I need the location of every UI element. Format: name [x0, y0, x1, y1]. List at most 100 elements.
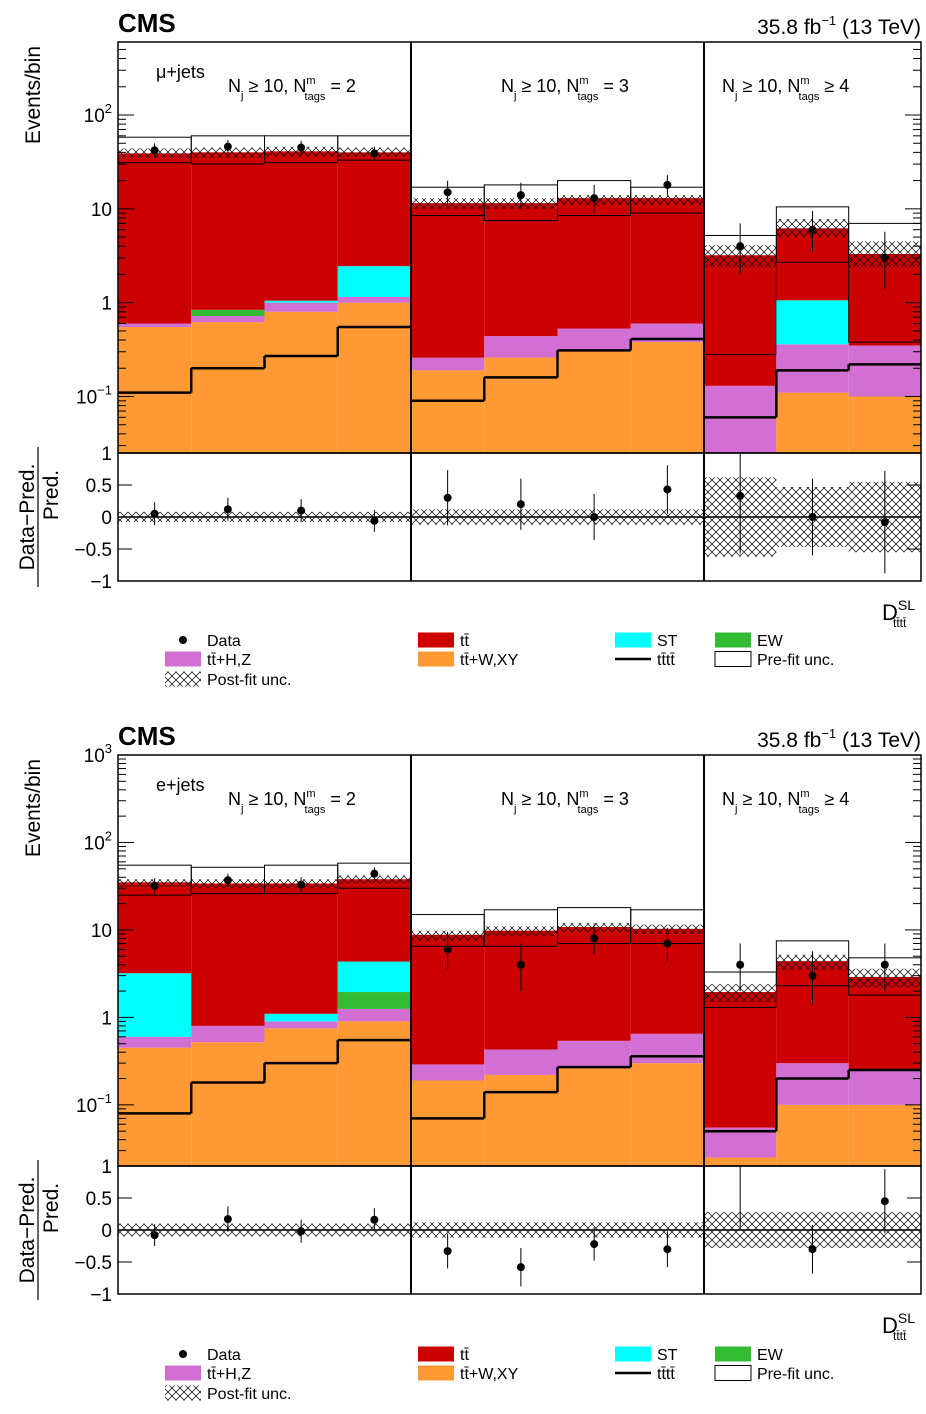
- bar-tt: [557, 198, 631, 329]
- postfit-unc-band: [630, 195, 704, 205]
- bar-ttWXY: [776, 392, 849, 453]
- ratio-tick-label: 0.5: [86, 1189, 112, 1210]
- bar-ttWXY: [118, 1047, 192, 1166]
- bar-ttHZ: [118, 323, 192, 328]
- data-point: [808, 971, 817, 980]
- x-axis-title: DSL tt̄tt̄: [882, 597, 915, 630]
- region-label-sub: j: [734, 803, 737, 815]
- ratio-point: [808, 1245, 817, 1254]
- prefit-unc-box: [848, 222, 921, 343]
- experiment-label: CMS: [118, 721, 176, 751]
- region-label-end: = 2: [325, 789, 356, 809]
- bar-ST: [776, 300, 849, 345]
- ratio-point: [663, 1245, 672, 1254]
- legend-label: tt̄+W,XY: [460, 1366, 519, 1383]
- bar-ttWXY: [776, 1104, 849, 1166]
- bar-ttWXY: [557, 1067, 631, 1166]
- bar-ttWXY: [630, 1063, 704, 1166]
- bar-tt: [848, 976, 921, 1071]
- legend-item-prefit: Pre-fit unc.: [714, 651, 834, 669]
- legend-item-ST: ST: [615, 632, 678, 650]
- bar-ttHZ: [264, 1021, 338, 1029]
- region-label-end: ≥ 4: [819, 789, 849, 809]
- region-label-end: = 3: [598, 789, 629, 809]
- legend-item-postfit: Post-fit unc.: [165, 1385, 291, 1403]
- region-label-sub2: tags: [799, 804, 820, 816]
- bar-ttHZ: [337, 296, 411, 303]
- ratio-axis-title-top: Data−Pred.: [16, 464, 39, 571]
- legend-item-ttHZ: tt̄+H,Z: [165, 1365, 251, 1383]
- x-axis-title-main: D: [882, 1313, 898, 1338]
- region-label-mid: ≥ 10, N: [243, 789, 306, 809]
- legend-item-data: Data: [179, 633, 241, 650]
- chart-panel-e+jets: CMS 35.8 fb−1 (13 TeV)Nj ≥ 10, Nm tags = 2…: [16, 721, 922, 1403]
- ratio-point: [370, 1215, 379, 1224]
- bar-EW: [337, 992, 411, 1009]
- region-label-sup: m: [579, 788, 588, 800]
- y-tick-label: 10−1: [76, 1091, 112, 1117]
- bar-tt: [191, 883, 265, 1026]
- y-tick-exp: 2: [105, 101, 112, 116]
- region-label-n: N: [228, 76, 241, 96]
- bar-ttWXY: [118, 327, 192, 453]
- legend-label: Pre-fit unc.: [757, 1366, 834, 1383]
- region-label: Nj ≥ 10, Nm tags = 3: [501, 788, 629, 816]
- y-tick-label: 10: [91, 200, 112, 221]
- legend-label: EW: [757, 633, 784, 650]
- ratio-axis-title-bottom: Pred.: [40, 470, 63, 520]
- legend-item-ST: ST: [615, 1346, 678, 1364]
- data-point: [516, 191, 525, 200]
- y-tick-exp: −1: [97, 383, 112, 398]
- legend-hatch-swatch: [165, 671, 201, 687]
- legend-box-swatch: [714, 1365, 752, 1381]
- bar-ST: [337, 266, 411, 297]
- data-point: [443, 188, 452, 197]
- ratio-point: [223, 505, 232, 514]
- lumi-label: 35.8 fb−1 (13 TeV): [757, 726, 921, 752]
- data-point: [516, 960, 525, 969]
- ratio-tick-label: −0.5: [74, 1253, 112, 1274]
- ratio-point: [516, 500, 525, 509]
- legend-label: Data: [207, 633, 241, 650]
- ratio-point: [516, 1263, 525, 1272]
- region-label-sub2: tags: [578, 804, 599, 816]
- ratio-tick-label: 0: [101, 1221, 112, 1242]
- x-axis-title-main: D: [882, 600, 898, 625]
- region-label-sup: m: [306, 788, 315, 800]
- lumi-energy: (13 TeV): [836, 729, 921, 752]
- x-axis-title-sub: tt̄tt̄: [893, 1329, 907, 1343]
- bar-ttWXY: [191, 1042, 265, 1166]
- ratio-tick-label: −1: [90, 1285, 112, 1306]
- region-label-mid: ≥ 10, N: [737, 76, 800, 96]
- y-tick-base: 10: [91, 921, 112, 942]
- data-point: [590, 934, 599, 943]
- bar-ttHZ: [776, 1063, 849, 1105]
- legend-label: Data: [207, 1347, 241, 1364]
- legend-color-swatch: [418, 1365, 454, 1381]
- legend-label: tt̄: [460, 633, 469, 650]
- region-label-mid: ≥ 10, N: [243, 76, 306, 96]
- ratio-axis-title-top: Data−Pred.: [16, 1177, 39, 1284]
- ratio-point: [370, 516, 379, 525]
- experiment-label: CMS: [118, 8, 176, 38]
- legend-box-swatch: [714, 651, 752, 667]
- legend-item-EW: EW: [715, 1346, 784, 1364]
- bar-tt: [704, 255, 777, 386]
- legend-label: tt̄+H,Z: [207, 1366, 251, 1383]
- bar-ttHZ: [848, 1070, 921, 1105]
- region-label-sub2: tags: [305, 91, 326, 103]
- legend-item-tttt: tt̄tt̄: [615, 652, 675, 669]
- region-label-n: N: [722, 76, 735, 96]
- region-label-mid: ≥ 10, N: [737, 789, 800, 809]
- main-plot: [118, 135, 921, 453]
- y-tick-base: 10: [76, 388, 97, 409]
- channel-label: μ+jets: [156, 62, 205, 82]
- legend-label: tt̄tt̄: [657, 652, 675, 669]
- legend-label: tt̄tt̄: [657, 1366, 675, 1383]
- lumi-value: 35.8 fb: [757, 729, 821, 752]
- ratio-axis-title-bottom: Pred.: [40, 1183, 63, 1233]
- y-tick-label: 102: [84, 828, 112, 854]
- data-point: [370, 149, 379, 158]
- region-label-sub: j: [734, 90, 737, 102]
- postfit-unc-band: [704, 984, 777, 1002]
